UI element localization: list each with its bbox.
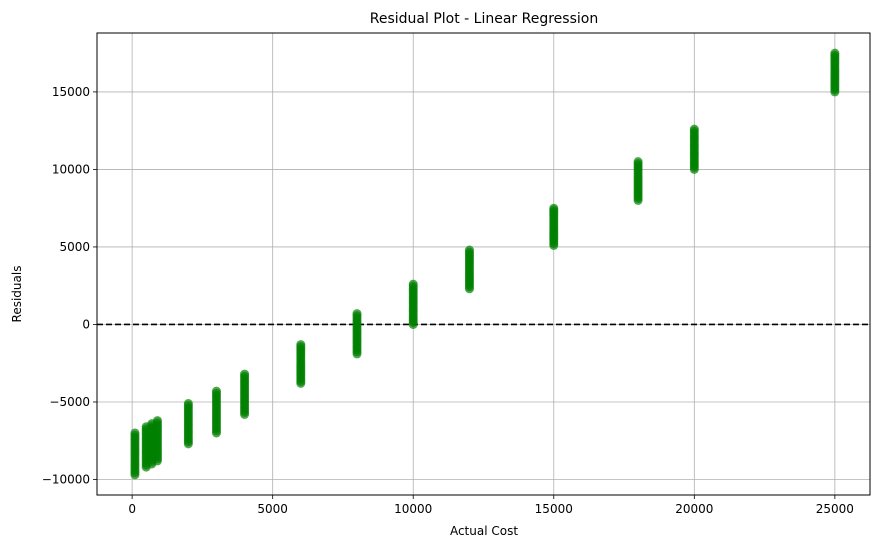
chart-title: Residual Plot - Linear Regression bbox=[370, 11, 598, 27]
data-point bbox=[464, 245, 474, 255]
data-point bbox=[689, 124, 699, 134]
data-point bbox=[408, 279, 418, 289]
y-axis-ticks: −10000 −5000 0 5000 10000 15000 bbox=[42, 85, 97, 486]
x-axis-label: Actual Cost bbox=[450, 524, 518, 538]
data-point bbox=[240, 369, 250, 379]
plot-frame bbox=[96, 32, 871, 496]
x-tick-label: 0 bbox=[128, 502, 136, 516]
scatter-points bbox=[130, 48, 840, 480]
y-tick-label: 15000 bbox=[52, 85, 90, 99]
x-tick-label: 15000 bbox=[535, 502, 573, 516]
y-tick-label: −10000 bbox=[42, 472, 90, 486]
data-point bbox=[183, 399, 193, 409]
data-point bbox=[211, 386, 221, 396]
x-tick-label: 10000 bbox=[394, 502, 432, 516]
data-point bbox=[549, 203, 559, 213]
x-axis-ticks: 0 5000 10000 15000 20000 25000 bbox=[128, 495, 854, 516]
data-point bbox=[296, 340, 306, 350]
x-tick-label: 25000 bbox=[816, 502, 854, 516]
data-point bbox=[633, 157, 643, 167]
data-point bbox=[830, 48, 840, 58]
data-point bbox=[352, 309, 362, 319]
x-tick-label: 5000 bbox=[257, 502, 288, 516]
x-tick-label: 20000 bbox=[675, 502, 713, 516]
data-point bbox=[130, 428, 140, 438]
y-tick-label: 10000 bbox=[52, 162, 90, 176]
grid-lines bbox=[97, 33, 870, 495]
y-tick-label: 0 bbox=[82, 317, 90, 331]
y-tick-label: −5000 bbox=[49, 395, 90, 409]
y-axis-label: Residuals bbox=[10, 266, 24, 323]
y-tick-label: 5000 bbox=[59, 240, 90, 254]
data-point bbox=[152, 416, 162, 426]
